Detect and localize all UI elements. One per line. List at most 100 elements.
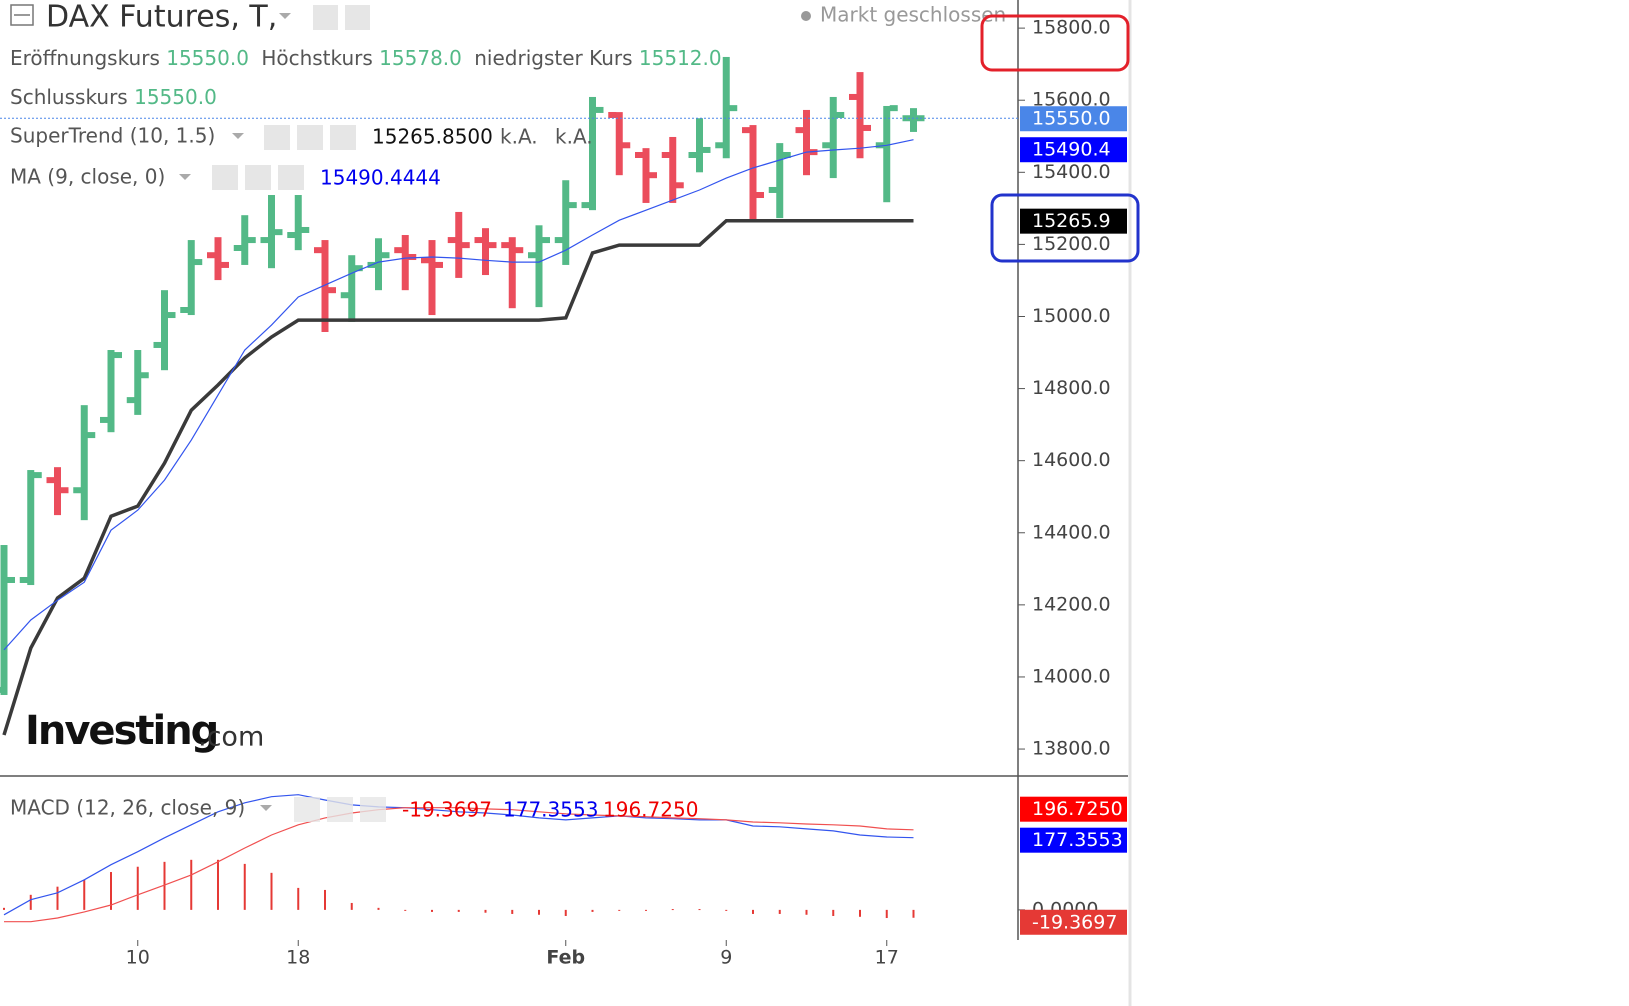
legend-label: niedrigster Kurs: [474, 46, 632, 70]
ohlc-range: [722, 56, 730, 159]
dropdown-caret[interactable]: [179, 174, 191, 180]
histogram-bar: [163, 861, 166, 910]
ohlc-range: [803, 109, 810, 176]
dropdown-caret[interactable]: [279, 13, 291, 19]
y-tick-label: 15800.0: [1032, 17, 1111, 39]
value-badge-label: 15265.9: [1032, 210, 1111, 232]
collapse-icon[interactable]: [10, 4, 34, 26]
highlight-blue: [990, 193, 1140, 263]
ohlc-close: [702, 146, 711, 153]
ohlc-range: [428, 240, 436, 316]
ohlc-range: [508, 237, 516, 309]
remove-icon[interactable]: [330, 125, 356, 150]
histogram-bar: [136, 866, 139, 910]
histogram-bar: [484, 909, 487, 913]
ohlc-range: [80, 405, 88, 521]
y-tick-label: 14400.0: [1032, 521, 1111, 543]
logo-brand: Investing: [25, 708, 217, 754]
highlight-red: [980, 14, 1130, 72]
settings-icon[interactable]: [345, 5, 370, 30]
macd-line: [3, 794, 914, 916]
histogram-bar: [243, 863, 246, 910]
histogram-bar: [3, 907, 5, 910]
ohlc-range: [749, 125, 757, 221]
ohlc-close: [247, 237, 256, 244]
histogram-bar: [778, 909, 781, 914]
settings-icon[interactable]: [297, 125, 323, 150]
ohlc-range: [776, 143, 784, 219]
remove-icon[interactable]: [278, 165, 304, 190]
eye-icon[interactable]: [294, 797, 320, 822]
ohlc-range: [615, 112, 623, 176]
supertrend-line: [2, 218, 914, 736]
ohlc-open: [768, 186, 777, 193]
ohlc-close: [435, 261, 443, 268]
legend-value: 15550.0: [134, 85, 217, 109]
price-badges: 15550.0 15490.4 15265.9 -19.3697 177.3553 196…: [1020, 106, 1127, 935]
histogram-bar: [538, 909, 540, 915]
ohlc-open: [688, 152, 697, 158]
ohlc-open: [795, 127, 804, 134]
histogram-bar: [752, 909, 754, 914]
x-tick-label: 17: [875, 947, 899, 969]
legend-label: Höchstkurs: [261, 46, 373, 70]
eye-icon[interactable]: [212, 165, 238, 190]
eye-icon[interactable]: [313, 5, 338, 30]
ohlc-close: [140, 372, 149, 379]
settings-icon[interactable]: [245, 165, 271, 190]
ohlc-range: [856, 72, 864, 159]
ohlc-close: [729, 105, 738, 112]
macd-legend: MACD (12, 26, close, 9): [10, 796, 245, 820]
ohlc-open: [581, 202, 590, 209]
status-dot: [801, 11, 811, 21]
ohlc-range: [535, 225, 543, 308]
value-badge-label: 15550.0: [1032, 108, 1111, 130]
ohlc-open: [46, 477, 55, 484]
y-tick-label: 15000.0: [1032, 305, 1111, 327]
supertrend-value: 15265.8500: [372, 125, 493, 149]
ohlc-range: [0, 545, 8, 695]
histogram-bar: [618, 909, 621, 911]
y-tick-label: 15600.0: [1032, 89, 1111, 111]
histogram-bar: [404, 909, 407, 911]
ohlc-range: [562, 180, 570, 265]
ohlc-close: [649, 172, 657, 179]
ohlc-range: [348, 255, 356, 322]
signal-line: [4, 807, 914, 923]
ohlc-open: [19, 576, 28, 583]
histogram-bar: [511, 909, 514, 914]
ohlc-range: [669, 136, 677, 203]
dropdown-caret[interactable]: [260, 805, 272, 811]
ohlc-open: [875, 142, 884, 149]
ohlc-range: [482, 228, 489, 276]
ohlc-close: [461, 242, 470, 249]
x-tick-label: 10: [126, 947, 150, 969]
ohlc-open: [421, 257, 429, 264]
settings-icon[interactable]: [327, 797, 353, 822]
dropdown-caret[interactable]: [232, 133, 244, 139]
value-badge: [1020, 827, 1127, 853]
value-badge-label: 177.3553: [1032, 829, 1123, 851]
ohlc-close: [7, 576, 15, 583]
ohlc-close: [194, 259, 203, 266]
ohlc-open: [340, 292, 349, 299]
ohlc-open: [153, 341, 162, 348]
ohlc-open: [742, 127, 750, 134]
eye-icon[interactable]: [264, 125, 290, 150]
plot-area: 13800.0 14000.0 14200.0 14400.0 14600.0 14800…: [0, 17, 1111, 969]
ohlc-open: [287, 232, 296, 239]
histogram-bar: [457, 909, 460, 912]
histogram-bar: [270, 872, 273, 910]
supertrend-legend: SuperTrend (10, 1.5): [10, 124, 215, 148]
remove-icon[interactable]: [360, 797, 386, 822]
ohlc-range: [27, 470, 35, 586]
ohlc-open: [474, 237, 483, 244]
ohlc-open: [528, 252, 536, 259]
close-legend: Schlusskurs 15550.0: [10, 85, 217, 109]
y-tick-label: 14200.0: [1032, 593, 1111, 615]
ohlc-close: [488, 242, 497, 249]
value-badge-label: -19.3697: [1032, 911, 1117, 933]
histogram-bar: [56, 886, 59, 910]
ohlc-open: [608, 111, 617, 118]
